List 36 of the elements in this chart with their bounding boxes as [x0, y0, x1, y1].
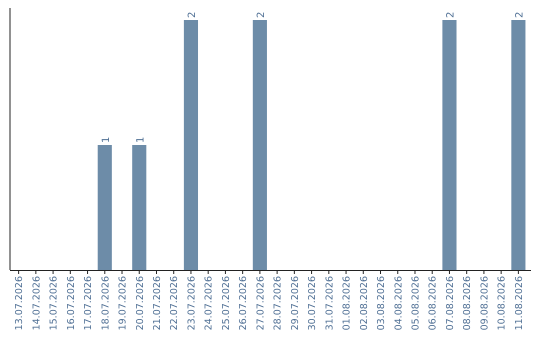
- x-tick-label: 13.07.2026: [14, 276, 26, 330]
- x-tick-label: 14.07.2026: [31, 276, 42, 330]
- x-tick-label: 09.08.2026: [479, 276, 490, 330]
- data-label: 2: [186, 12, 198, 18]
- data-label: 2: [445, 12, 456, 18]
- x-tick-label: 15.07.2026: [48, 276, 60, 330]
- x-tick-label: 18.07.2026: [100, 276, 112, 330]
- x-tick-label: 06.08.2026: [428, 276, 439, 330]
- x-tick-label: 11.08.2026: [514, 276, 525, 330]
- x-tick-label: 29.07.2026: [290, 276, 301, 330]
- x-tick-label: 31.07.2026: [324, 276, 336, 330]
- x-tick-label: 17.07.2026: [83, 276, 94, 330]
- x-tick-label: 19.07.2026: [118, 276, 129, 330]
- x-tick-label: 28.07.2026: [272, 276, 284, 330]
- x-tick-label: 21.07.2026: [152, 276, 163, 330]
- x-tick-label: 08.08.2026: [462, 276, 474, 330]
- data-label: 1: [100, 136, 112, 143]
- x-tick-label: 25.07.2026: [220, 276, 232, 330]
- data-label: 1: [135, 136, 146, 143]
- x-tick-label: 20.07.2026: [134, 276, 146, 330]
- x-tick-label: 22.07.2026: [169, 276, 180, 330]
- x-tick-label: 26.07.2026: [238, 276, 250, 330]
- x-tick-label: 05.08.2026: [410, 276, 422, 330]
- x-tick-label: 30.07.2026: [307, 276, 318, 330]
- x-tick-label: 23.07.2026: [186, 276, 198, 330]
- x-tick-label: 02.08.2026: [358, 276, 370, 330]
- x-tick-label: 07.08.2026: [444, 276, 456, 330]
- x-tick-label: 27.07.2026: [255, 276, 266, 330]
- data-label: 2: [514, 12, 526, 18]
- x-tick-label: 10.08.2026: [496, 276, 508, 330]
- x-tick-label: 01.08.2026: [342, 276, 353, 330]
- x-tick-label: 16.07.2026: [66, 276, 77, 330]
- data-label: 2: [256, 12, 267, 18]
- x-tick-label: 24.07.2026: [204, 276, 215, 330]
- x-tick-label: 04.08.2026: [393, 276, 404, 330]
- x-tick-label: 03.08.2026: [376, 276, 388, 330]
